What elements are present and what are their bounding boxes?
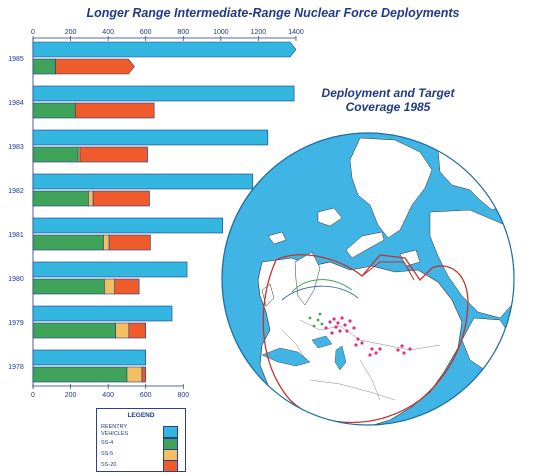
bar-reentry-vehicles-1978 xyxy=(32,349,147,366)
land-north-america xyxy=(429,209,514,319)
legend-label-ss20: SS-20 xyxy=(101,462,117,468)
legend-label-ss5: SS-5 xyxy=(101,451,114,457)
bar-ss20-1984 xyxy=(74,102,155,119)
bar-ss20-1983 xyxy=(79,146,148,163)
map-subtitle: Deployment and Target Coverage 1985 xyxy=(321,86,455,114)
top-axis-tick-label-1000: 1000 xyxy=(213,29,229,36)
bar-reentry-vehicles-1985 xyxy=(32,41,297,58)
bar-ss20-1979 xyxy=(128,322,147,339)
water-caspian xyxy=(334,345,347,371)
land-iceland xyxy=(267,231,287,245)
land-novaya-zemlya xyxy=(345,231,385,259)
bar-reentry-vehicles-1979 xyxy=(32,305,173,322)
top-axis-tick-label-1400: 1400 xyxy=(288,29,304,36)
legend-swatch-ss20 xyxy=(163,460,178,472)
ss4-deployment-markers xyxy=(308,312,324,328)
top-axis-tick-label-400: 400 xyxy=(102,29,114,36)
globe-outline xyxy=(221,132,515,426)
top-axis-tick-label-800: 800 xyxy=(177,29,189,36)
ss20-range-arc xyxy=(262,254,469,424)
year-label-1982: 1982 xyxy=(8,188,24,195)
legend-title: LEGEND xyxy=(127,412,155,419)
bar-ss20-1985 xyxy=(55,58,135,75)
ss20-deployment-markers xyxy=(324,316,412,357)
bar-ss20-1980 xyxy=(114,278,140,295)
bottom-axis-tick-label-200: 200 xyxy=(65,392,77,399)
bar-reentry-vehicles-1982 xyxy=(32,173,254,190)
land-scandinavia xyxy=(294,251,321,306)
bottom-axis-tick-label-0: 0 xyxy=(31,392,35,399)
bar-reentry-vehicles-1980 xyxy=(32,261,188,278)
ss5-range-arc xyxy=(281,285,359,301)
top-axis-tick-label-1200: 1200 xyxy=(251,29,267,36)
bottom-axis-tick-label-600: 600 xyxy=(140,392,152,399)
bar-ss20-1978 xyxy=(141,366,147,383)
year-label-1981: 1981 xyxy=(8,232,24,239)
chart-title: Longer Range Intermediate-Range Nuclear … xyxy=(86,6,460,20)
year-label-1985: 1985 xyxy=(8,56,24,63)
bar-reentry-vehicles-1984 xyxy=(32,85,295,102)
bar-reentry-vehicles-1983 xyxy=(32,129,269,146)
bar-ss20-1981 xyxy=(108,234,151,251)
water-black-sea xyxy=(311,335,333,349)
bar-reentry-vehicles-1981 xyxy=(32,217,224,234)
top-axis-tick-label-0: 0 xyxy=(31,29,35,36)
water-mediterranean xyxy=(261,347,311,367)
bottom-axis-tick-label-800: 800 xyxy=(177,392,189,399)
year-label-1979: 1979 xyxy=(8,320,24,327)
year-label-1980: 1980 xyxy=(8,276,24,283)
year-label-1983: 1983 xyxy=(8,144,24,151)
legend-label-ss4: SS-4 xyxy=(101,440,114,446)
legend: LEGEND REENTRY VEHICLES SS-4 SS-5 SS-20 xyxy=(96,408,186,472)
legend-swatch-reentry-vehicles xyxy=(163,426,178,438)
land-svalbard xyxy=(317,207,343,227)
legend-label-reentry-vehicles: REENTRY VEHICLES xyxy=(101,424,129,437)
bottom-axis-tick-label-400: 400 xyxy=(102,392,114,399)
land-greenland xyxy=(349,137,433,239)
top-axis-tick-label-600: 600 xyxy=(140,29,152,36)
top-axis-tick-label-200: 200 xyxy=(65,29,77,36)
year-label-1978: 1978 xyxy=(8,364,24,371)
ss4-range-arc xyxy=(291,279,353,293)
ss20-range-notch xyxy=(361,261,415,281)
year-label-1984: 1984 xyxy=(8,100,24,107)
bar-ss20-1982 xyxy=(92,190,150,207)
